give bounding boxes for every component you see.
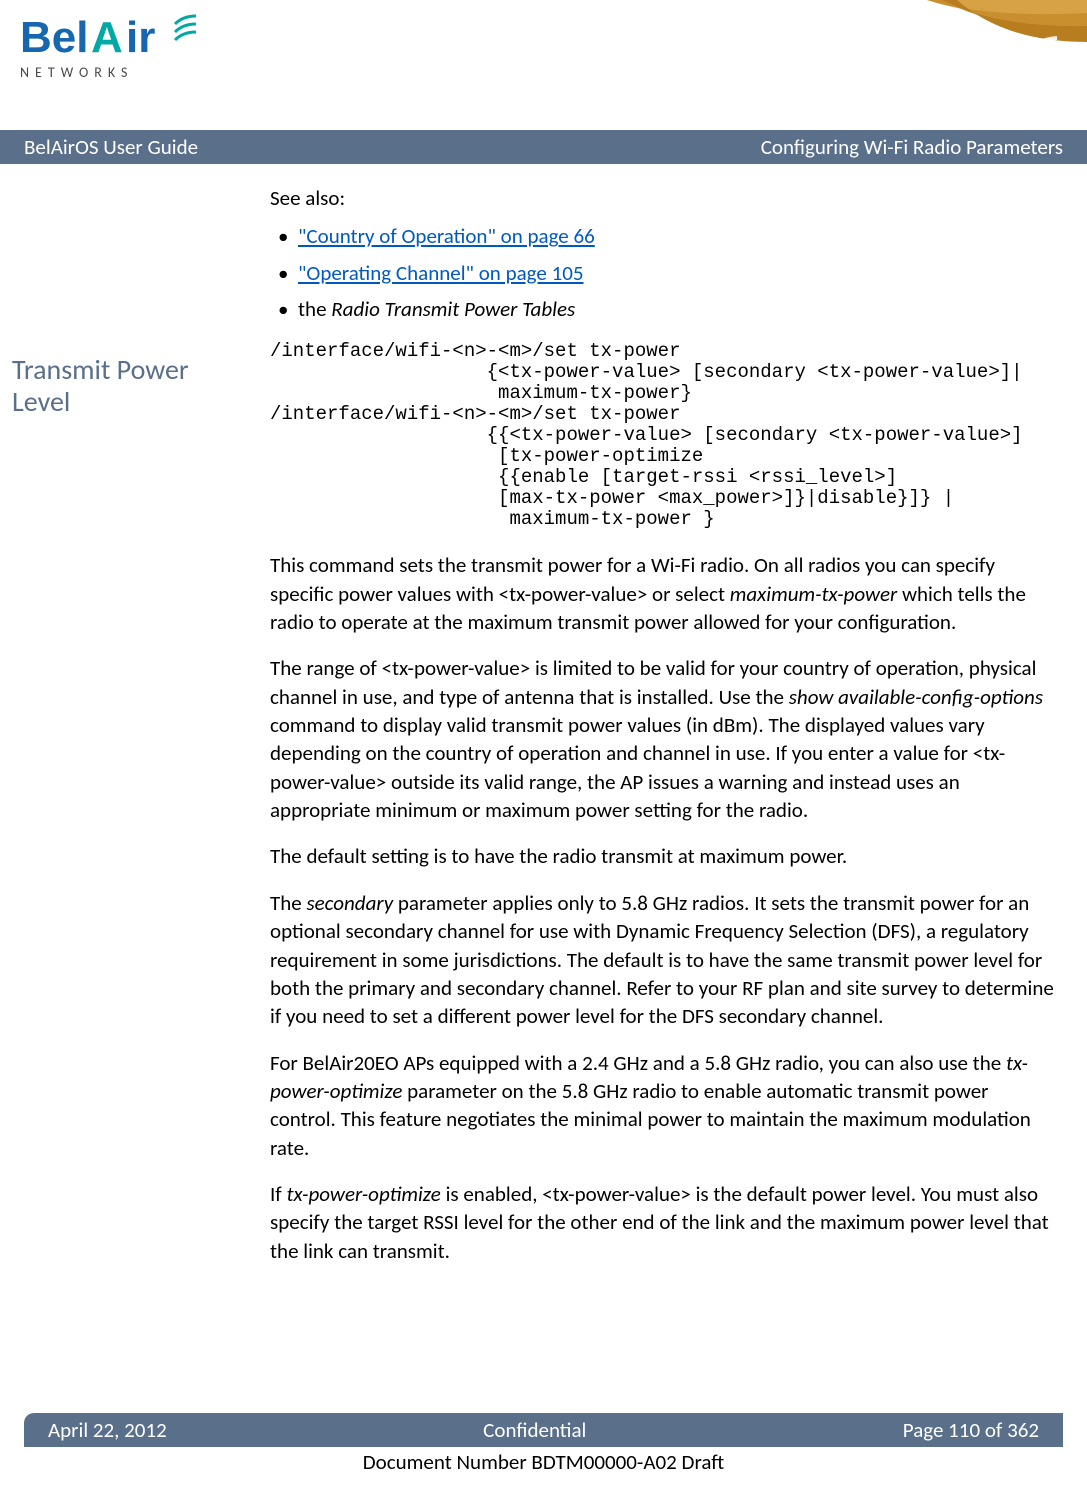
text-italic: maximum-tx-power bbox=[730, 581, 898, 607]
text-run: For BelAir20EO APs equipped with a 2.4 G… bbox=[270, 1050, 1006, 1076]
page-header: Bel A ir NETWORKS bbox=[0, 0, 1087, 130]
bullet-icon: • bbox=[278, 222, 298, 250]
svg-text:Bel: Bel bbox=[20, 13, 88, 62]
paragraph: This command sets the transmit power for… bbox=[270, 551, 1059, 636]
xref-link[interactable]: "Country of Operation" on page 66 bbox=[298, 223, 595, 249]
guide-title: BelAirOS User Guide bbox=[24, 134, 198, 160]
paragraph: The secondary parameter applies only to … bbox=[270, 889, 1059, 1031]
footer-docnum: Document Number BDTM00000-A02 Draft bbox=[0, 1449, 1087, 1475]
body-column: See also: • "Country of Operation" on pa… bbox=[270, 184, 1059, 1283]
bullet-prefix: the bbox=[298, 296, 331, 322]
text-italic: show available-config-options bbox=[789, 684, 1043, 710]
belair-logo-icon: Bel A ir bbox=[20, 10, 200, 66]
logo-subtitle: NETWORKS bbox=[20, 64, 200, 81]
footer-date: April 22, 2012 bbox=[48, 1417, 167, 1443]
chapter-title: Configuring Wi-Fi Radio Parameters bbox=[761, 134, 1063, 160]
xref-link[interactable]: "Operating Channel" on page 105 bbox=[298, 260, 584, 286]
see-also-list: • "Country of Operation" on page 66 • "O… bbox=[278, 222, 1059, 323]
section-heading: Transmit Power Level bbox=[12, 184, 252, 1283]
footer-bar: April 22, 2012 Confidential Page 110 of … bbox=[24, 1413, 1063, 1447]
text-italic: secondary bbox=[306, 890, 393, 916]
paragraph: If tx-power-optimize is enabled, <tx-pow… bbox=[270, 1180, 1059, 1265]
company-logo: Bel A ir NETWORKS bbox=[20, 10, 200, 81]
paragraph: The default setting is to have the radio… bbox=[270, 842, 1059, 870]
page-footer: April 22, 2012 Confidential Page 110 of … bbox=[0, 1413, 1087, 1475]
title-bar: BelAirOS User Guide Configuring Wi-Fi Ra… bbox=[0, 130, 1087, 164]
content-area: Transmit Power Level See also: • "Countr… bbox=[0, 164, 1087, 1283]
corner-decoration-icon bbox=[887, 0, 1087, 120]
command-syntax: /interface/wifi-<n>-<m>/set tx-power {<t… bbox=[270, 341, 1059, 529]
bullet-icon: • bbox=[278, 295, 298, 323]
bullet-icon: • bbox=[278, 259, 298, 287]
bullet-italic: Radio Transmit Power Tables bbox=[331, 296, 575, 322]
list-item: • "Country of Operation" on page 66 bbox=[278, 222, 1059, 250]
see-also-label: See also: bbox=[270, 184, 1059, 212]
paragraph: The range of <tx-power-value> is limited… bbox=[270, 654, 1059, 824]
text-italic: tx-power-optimize bbox=[286, 1181, 440, 1207]
text-run: command to display valid transmit power … bbox=[270, 712, 1005, 823]
svg-text:ir: ir bbox=[126, 13, 155, 62]
list-item: • "Operating Channel" on page 105 bbox=[278, 259, 1059, 287]
svg-text:A: A bbox=[91, 13, 123, 62]
paragraph: For BelAir20EO APs equipped with a 2.4 G… bbox=[270, 1049, 1059, 1162]
text-run: If bbox=[270, 1181, 286, 1207]
footer-page: Page 110 of 362 bbox=[903, 1417, 1039, 1443]
text-run: The bbox=[270, 890, 306, 916]
footer-confidential: Confidential bbox=[483, 1417, 586, 1443]
list-item: • the Radio Transmit Power Tables bbox=[278, 295, 1059, 323]
